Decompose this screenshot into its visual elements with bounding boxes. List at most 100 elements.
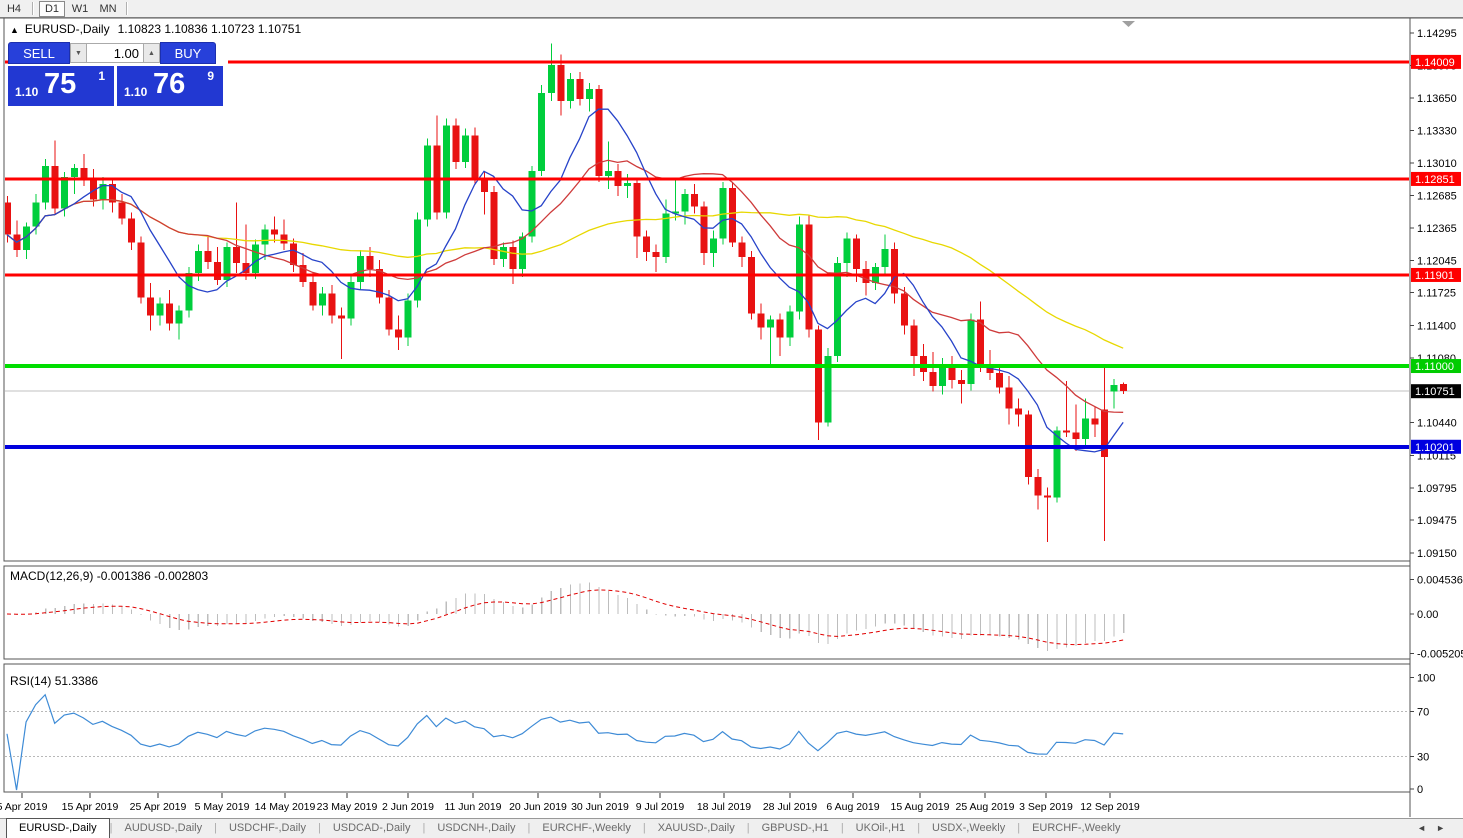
candle-body: [977, 319, 985, 365]
candle-body: [1043, 495, 1051, 498]
ask-price-prefix: 1.10: [124, 85, 148, 99]
candle-body: [166, 303, 174, 324]
chart-tab-eurusd-daily[interactable]: EURUSD-,Daily: [6, 818, 110, 838]
timeframe-button-w1[interactable]: W1: [67, 1, 93, 17]
date-tick-label: 15 Apr 2019: [62, 801, 119, 813]
ask-price-box[interactable]: 1.10 76 9: [117, 66, 223, 106]
chart-tab-usdcad-daily[interactable]: USDCAD-,Daily: [332, 822, 411, 834]
volume-decrease-button[interactable]: ▼: [70, 43, 87, 63]
candle-body: [814, 329, 822, 423]
tab-separator: |: [642, 822, 646, 834]
toolbar-separator: [126, 2, 128, 15]
candle-body: [509, 246, 517, 269]
candle-body: [795, 224, 803, 312]
candle-body: [1062, 430, 1070, 433]
macd-plot: [6, 582, 1125, 652]
candle-body: [80, 167, 88, 181]
candle-body: [290, 243, 298, 265]
candle-body: [175, 310, 183, 324]
ask-price-pipette: 9: [207, 69, 214, 83]
candle-body: [566, 78, 574, 102]
candle-body: [1091, 418, 1099, 425]
volume-increase-button[interactable]: ▲: [143, 43, 160, 63]
buy-button[interactable]: BUY: [160, 42, 216, 64]
chart-ohlc-values: 1.10823 1.10836 1.10723 1.10751: [117, 22, 302, 36]
candle-body: [833, 262, 841, 356]
price-tick-label: 1.13010: [1417, 158, 1457, 170]
chart-tab-audusd-daily[interactable]: AUDUSD-,Daily: [124, 822, 203, 834]
candle-body: [776, 319, 784, 338]
chevron-down-icon: ▼: [75, 49, 82, 57]
chart-tab-usdx-weekly[interactable]: USDX-,Weekly: [932, 822, 1006, 834]
candle-body: [404, 300, 412, 338]
candle-body: [108, 184, 116, 203]
candle-body: [223, 246, 231, 281]
candle-body: [843, 238, 851, 263]
price-badge-label: 1.10201: [1415, 442, 1455, 454]
collapse-trade-panel-icon[interactable]: ▲: [10, 25, 19, 35]
chart-symbol-label: EURUSD-,Daily: [24, 22, 110, 36]
tab-scroll-left-icon[interactable]: ◄: [1417, 823, 1437, 833]
sell-button[interactable]: SELL: [8, 42, 70, 64]
rsi-tick-label: 100: [1417, 673, 1435, 685]
chart-tab-ukoil-h1[interactable]: UKOil-,H1: [855, 822, 906, 834]
rsi-panel: [3, 663, 1411, 793]
tab-scroll-right-icon[interactable]: ►: [1436, 823, 1455, 833]
chart-tab-eurchf-weekly[interactable]: EURCHF-,Weekly: [1032, 822, 1121, 834]
candle-body: [42, 165, 50, 203]
chart-tab-usdcnh-daily[interactable]: USDCNH-,Daily: [437, 822, 516, 834]
candle-body: [461, 135, 469, 162]
tab-separator: |: [214, 822, 217, 834]
candle-body: [414, 219, 422, 301]
candle-body: [700, 206, 708, 253]
chart-tab-xauusd-daily[interactable]: XAUUSD-,Daily: [657, 822, 735, 834]
price-tick-label: 1.12685: [1417, 191, 1457, 203]
tab-separator: |: [422, 822, 426, 834]
candle-body: [261, 229, 269, 245]
tab-separator: |: [917, 822, 921, 834]
bid-price-box[interactable]: 1.10 75 1: [8, 66, 114, 106]
candle-body: [805, 224, 813, 330]
candles: [5, 43, 1128, 542]
candle-body: [709, 238, 717, 253]
price-badge: [1411, 384, 1461, 399]
candle-body: [194, 250, 202, 274]
chart-tab-usdchf-daily[interactable]: USDCHF-,Daily: [228, 822, 306, 834]
candle-body: [23, 226, 31, 250]
candle-body: [652, 251, 660, 257]
candle-body: [996, 373, 1004, 388]
price-tick-label: 1.09795: [1417, 483, 1457, 495]
date-tick-label: 28 Jul 2019: [763, 801, 817, 813]
candle-body: [376, 268, 384, 298]
date-axis[interactable]: 5 Apr 2019 15 Apr 2019 25 Apr 2019 5 May 20…: [0, 793, 1140, 813]
chart-shift-marker-icon[interactable]: [1122, 21, 1135, 27]
date-tick-label: 23 May 2019: [317, 801, 378, 813]
tab-separator: |: [109, 822, 113, 834]
volume-input[interactable]: [87, 43, 143, 63]
date-tick-label: 25 Apr 2019: [130, 801, 187, 813]
candle-body: [538, 93, 546, 171]
candle-body: [738, 242, 746, 257]
price-tick-label: 1.11400: [1417, 321, 1456, 333]
timeframe-button-d1[interactable]: D1: [39, 0, 65, 17]
macd-tick-label: 0.004536: [1417, 575, 1463, 587]
chart-tab-eurchf-weekly[interactable]: EURCHF-,Weekly: [542, 822, 631, 834]
candle-body: [1034, 477, 1042, 496]
candle-body: [156, 303, 164, 316]
candle-body: [252, 244, 260, 274]
rsi-tick-label: 0: [1417, 784, 1423, 796]
timeframe-button-mn[interactable]: MN: [95, 1, 121, 17]
candle-body: [824, 355, 832, 423]
price-badge: [1411, 171, 1461, 186]
candle-body: [547, 64, 555, 94]
candle-body: [89, 180, 97, 200]
candle-body: [557, 64, 565, 102]
timeframe-button-h4[interactable]: H4: [1, 1, 27, 17]
price-axis[interactable]: 1.142951.139751.136501.133301.130101.126…: [1410, 28, 1463, 796]
chart-tab-gbpusd-h1[interactable]: GBPUSD-,H1: [761, 822, 829, 834]
date-tick-label: 6 Aug 2019: [826, 801, 879, 813]
candle-body: [605, 170, 613, 177]
candle-body: [213, 261, 221, 281]
